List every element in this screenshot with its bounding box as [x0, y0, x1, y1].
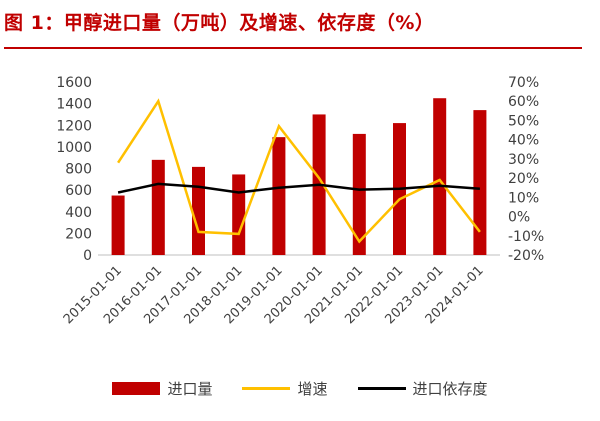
bar	[352, 133, 366, 255]
legend: 进口量 增速 进口依存度	[0, 378, 600, 399]
y-right-tick-label: 20%	[508, 171, 539, 187]
y-left-tick-label: 400	[65, 205, 92, 221]
dependence-line	[117, 182, 480, 194]
bar	[151, 159, 165, 255]
y-right-tick-label: 10%	[508, 190, 539, 206]
y-right-tick-label: 30%	[508, 152, 539, 168]
legend-swatch-dependence	[357, 387, 406, 390]
y-left-tick-label: 1600	[56, 75, 92, 91]
bar	[232, 174, 246, 255]
growth-line	[117, 98, 481, 244]
y-right-tick-label: 50%	[508, 113, 539, 129]
y-left-tick-label: 1000	[56, 140, 92, 156]
y-left-tick-label: 0	[83, 248, 92, 264]
bar	[272, 137, 286, 255]
y-right-tick-label: 70%	[508, 75, 539, 91]
legend-item-growth: 增速	[242, 378, 328, 399]
bar	[473, 110, 487, 255]
y-right-tick-label: -20%	[508, 248, 544, 264]
title-rule	[4, 47, 582, 49]
combo-chart: 0 200 400 600 800 1000 1200 1400 1600 -20% -10% 0% 1…	[56, 75, 544, 327]
legend-label-growth: 增速	[297, 380, 328, 398]
bar	[192, 166, 205, 255]
y-right-tick-label: 0%	[508, 210, 530, 226]
legend-swatch-growth	[242, 387, 291, 390]
y-left-tick-label: 200	[65, 226, 92, 242]
y-right-tick-label: 40%	[508, 133, 539, 149]
y-right-tick-label: 60%	[508, 94, 539, 110]
bar	[433, 98, 447, 255]
legend-label-import-volume: 进口量	[167, 380, 213, 398]
legend-swatch-import-volume	[112, 382, 161, 395]
chart-title: 图 1：甲醇进口量（万吨）及增速、依存度（%）	[4, 12, 435, 34]
y-right-tick-label: -10%	[508, 229, 544, 245]
legend-label-dependence: 进口依存度	[412, 380, 488, 398]
y-left-tick-label: 1200	[56, 118, 92, 134]
y-left-tick-label: 800	[65, 162, 92, 178]
y-left-tick-label: 1400	[56, 97, 92, 113]
legend-item-import-volume: 进口量	[112, 378, 212, 399]
y-left-tick-label: 600	[65, 183, 92, 199]
bar	[111, 195, 125, 255]
legend-item-dependence: 进口依存度	[357, 378, 488, 399]
